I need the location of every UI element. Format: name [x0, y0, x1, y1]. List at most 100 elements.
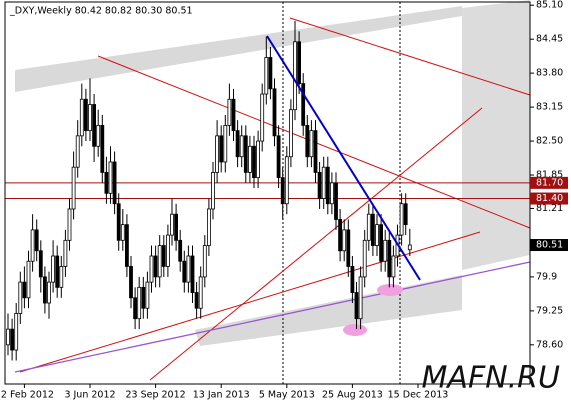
candle-body — [43, 276, 47, 304]
candle-body — [133, 297, 138, 320]
candle-body — [219, 135, 224, 163]
support-line — [14, 261, 531, 373]
candle-body — [366, 213, 371, 241]
candle-body — [51, 255, 55, 283]
candle-body — [30, 229, 35, 262]
candle-body — [14, 313, 19, 351]
x-tick-label: 25 Aug 2013 — [322, 390, 383, 401]
candle-body — [47, 281, 51, 304]
candle-body — [206, 208, 211, 246]
candle-body — [10, 328, 15, 351]
candle-body — [215, 135, 220, 173]
candle-body — [129, 266, 133, 299]
x-tick-label: 3 Jun 2012 — [64, 390, 115, 401]
trend-line — [19, 231, 481, 373]
candle-body — [194, 292, 199, 309]
candle-body — [231, 98, 236, 132]
candle-body — [313, 130, 318, 173]
candle-body — [67, 208, 72, 241]
y-tick-label: 83.15 — [536, 102, 563, 113]
candle-body — [338, 219, 343, 252]
candle-body — [354, 292, 359, 320]
candle-body — [362, 239, 367, 278]
candle-body — [375, 224, 379, 246]
candle-body — [112, 161, 117, 205]
grey-channel — [15, 6, 462, 92]
y-tick-label: 79.25 — [536, 305, 563, 316]
level-label: 81.70 — [536, 177, 563, 188]
candle-body — [88, 104, 92, 132]
x-tick-label: 15 Dec 2013 — [388, 390, 449, 401]
candle-body — [350, 266, 355, 293]
candle-body — [84, 98, 88, 132]
candle-body — [379, 224, 384, 262]
chart-title: _DXY,Weekly 80.42 80.82 80.30 80.51 — [9, 6, 193, 17]
y-tick-label: 78.60 — [536, 339, 563, 350]
candle-body — [268, 57, 273, 90]
candle-body — [137, 286, 142, 320]
candle-body — [391, 255, 396, 278]
candle-body — [399, 203, 404, 236]
x-tick-label: 12 Feb 2012 — [0, 390, 54, 401]
candle-body — [38, 250, 43, 278]
candle-body — [387, 239, 392, 278]
candle-body — [223, 124, 228, 163]
candle-body — [252, 145, 256, 179]
highlight — [377, 284, 403, 296]
candle-body — [243, 135, 248, 173]
candle-body — [104, 172, 109, 194]
candle-body — [383, 239, 388, 262]
trend-line — [289, 17, 531, 96]
y-tick-label: 84.45 — [536, 34, 563, 45]
grey-channel — [462, 0, 530, 270]
candle-body — [272, 88, 277, 137]
x-tick-label: 23 Sep 2012 — [125, 390, 185, 401]
candles — [6, 20, 412, 361]
candle-body — [280, 177, 285, 205]
levels — [5, 182, 530, 200]
candle-body — [22, 281, 27, 299]
candle-body — [18, 281, 23, 314]
candle-body — [120, 224, 125, 241]
candle-body — [59, 266, 64, 288]
candle-body — [317, 172, 322, 199]
level-label-box — [530, 176, 568, 189]
candle-body — [92, 104, 96, 147]
candle-body — [403, 203, 408, 226]
candle-body — [79, 98, 84, 137]
candle-body — [329, 182, 334, 205]
candle-body — [186, 255, 191, 283]
candle-body — [157, 245, 162, 278]
watermark: MAFN.RU — [422, 361, 560, 396]
candle-body — [264, 57, 269, 95]
level-label: 81.40 — [536, 193, 563, 204]
candle-body — [321, 166, 326, 199]
candle-body — [407, 244, 412, 251]
candle-body — [116, 203, 121, 241]
candle-body — [239, 135, 244, 158]
level-label-box — [530, 192, 568, 205]
candle-body — [247, 145, 252, 173]
candle-body — [108, 161, 113, 194]
drawn-objects — [14, 0, 531, 384]
candle-body — [334, 182, 338, 220]
candle-body — [198, 276, 203, 309]
candle-body — [342, 229, 347, 252]
candle-body — [260, 93, 265, 142]
candle-body — [141, 286, 146, 309]
candle-body — [161, 245, 166, 267]
candle-body — [125, 224, 129, 267]
x-tick-label: 5 May 2013 — [259, 390, 315, 401]
candle-body — [309, 130, 314, 158]
y-tick-label: 81.85 — [536, 170, 563, 181]
candle-body — [55, 255, 60, 288]
x-tick-label: 13 Jan 2013 — [193, 390, 250, 401]
candle-body — [63, 239, 68, 267]
candle-body — [293, 41, 297, 111]
candle-body — [153, 255, 158, 278]
y-tick-label: 82.50 — [536, 136, 563, 147]
candle-body — [149, 255, 154, 283]
candle-body — [96, 124, 101, 147]
candle-body — [202, 245, 207, 278]
